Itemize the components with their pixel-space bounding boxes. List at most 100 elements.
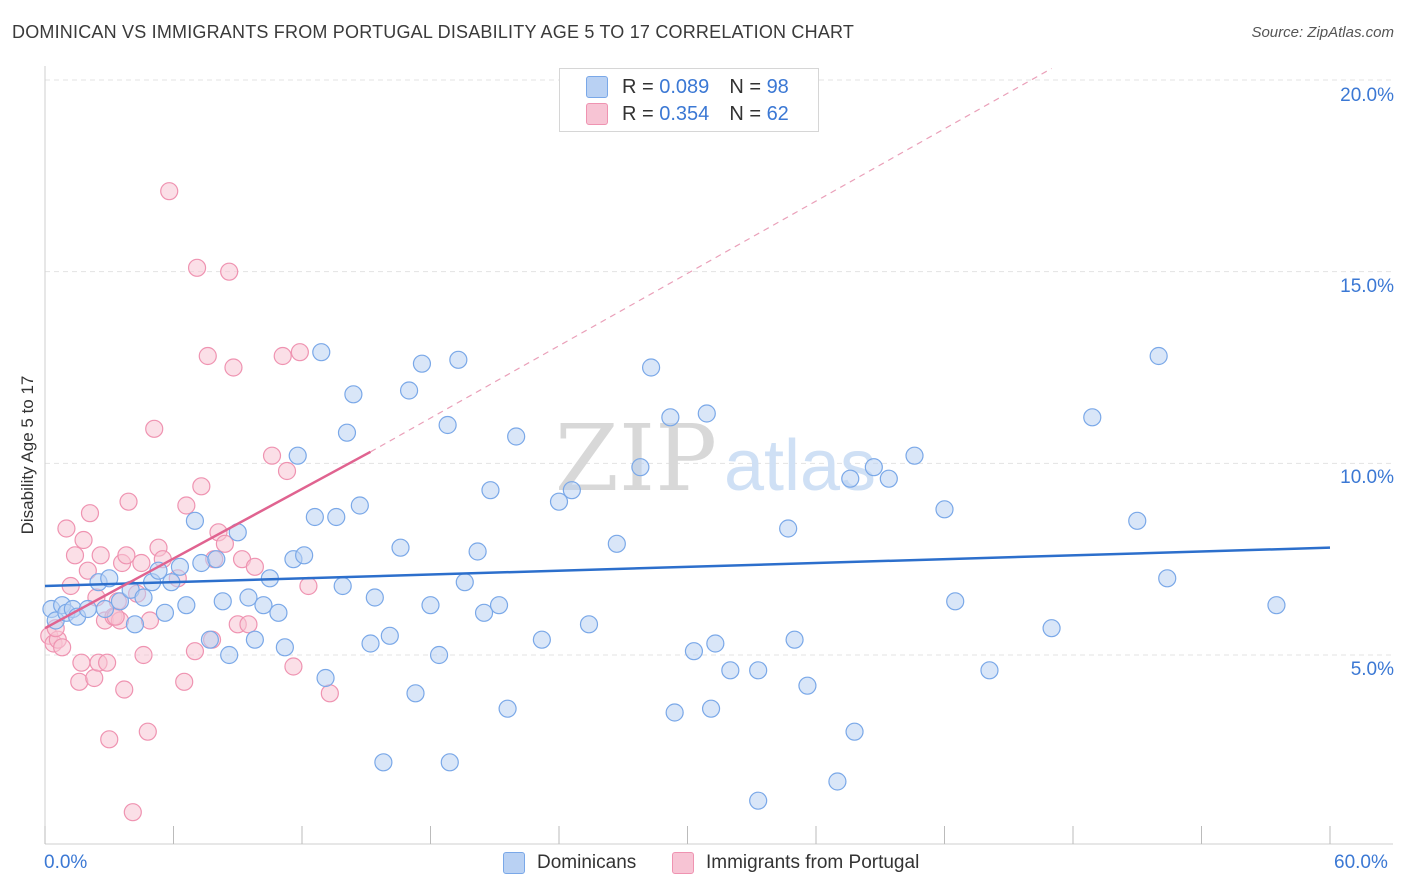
dominicans-point (828, 772, 847, 791)
dominicans-point (350, 496, 369, 515)
dominicans-point (374, 753, 393, 772)
portugal-point (245, 557, 264, 576)
dominicans-point (125, 615, 145, 634)
portugal-point (53, 638, 72, 657)
dominicans-point (779, 519, 798, 538)
watermark-atlas: atlas (724, 426, 876, 506)
r-value-dominicans: 0.089 (659, 75, 710, 98)
series-portugal-points (40, 182, 339, 822)
n-label: N = (729, 75, 761, 98)
portugal-point (145, 419, 164, 438)
portugal-point (220, 262, 239, 281)
dominicans-point (1042, 619, 1061, 638)
legend-series: Dominicans Immigrants from Portugal (0, 850, 1406, 878)
dominicans-point (337, 423, 357, 442)
dominicans-point (507, 427, 526, 446)
dominicans-point (498, 699, 517, 718)
portugal-point (78, 561, 97, 580)
x-tick-max: 60.0% (1334, 852, 1388, 873)
dominicans-point (220, 645, 239, 665)
dominicans-point (412, 354, 432, 373)
dominicans-point (134, 588, 153, 607)
trend-line-portugal (44, 450, 372, 630)
dominicans-point (316, 668, 335, 688)
portugal-point (91, 546, 110, 565)
dominicans-point (661, 408, 680, 427)
legend-row-portugal: R = 0.354 N = 62 (586, 101, 789, 127)
dominicans-point (185, 511, 205, 530)
dominicans-point (879, 469, 898, 488)
portugal-point (80, 504, 100, 523)
portugal-point (273, 346, 292, 366)
dominicans-point (177, 596, 196, 615)
dominicans-point (440, 753, 459, 772)
legend-item-portugal[interactable]: Immigrants from Portugal (672, 852, 919, 874)
dominicans-point (365, 588, 384, 607)
dominicans-point (312, 343, 331, 362)
legend-item-dominicans[interactable]: Dominicans (503, 852, 636, 874)
dominicans-point (481, 481, 500, 500)
dominicans-point (562, 481, 581, 500)
y-tick-20: 20.0% (1340, 85, 1394, 106)
dominicans-point (749, 661, 768, 680)
portugal-point (117, 546, 136, 565)
dominicans-point (100, 569, 119, 588)
portugal-point (98, 653, 117, 672)
portugal-point (192, 477, 211, 496)
dominicans-point (701, 699, 721, 718)
portugal-point (224, 358, 243, 377)
dominicans-point (438, 415, 457, 435)
source-label: Source: ZipAtlas.com (1251, 24, 1394, 41)
portugal-point (70, 672, 89, 691)
dominicans-point (1158, 569, 1177, 588)
dominicans-point (200, 630, 220, 649)
portugal-point (215, 534, 234, 553)
dominicans-point (406, 684, 425, 703)
legend-label-dominicans: Dominicans (537, 852, 637, 873)
dominicans-point (579, 615, 599, 634)
portugal-point (115, 680, 134, 699)
dominicans-point (239, 588, 258, 607)
trend-lines (44, 67, 1331, 630)
dominicans-point (641, 358, 661, 377)
portugal-point (262, 446, 282, 465)
dominicans-point (841, 469, 860, 488)
portugal-point (65, 546, 85, 565)
dominicans-point (864, 458, 883, 477)
portugal-point (134, 645, 153, 665)
series-dominicans-points (42, 343, 1286, 810)
portugal-point (177, 496, 196, 515)
portugal-point (119, 492, 138, 511)
dominicans-point (110, 592, 130, 611)
portugal-point (299, 576, 318, 596)
dominicans-point (489, 596, 509, 615)
legend-swatch-blue (503, 852, 525, 874)
dominicans-point (207, 550, 226, 569)
portugal-point (290, 343, 309, 362)
dominicans-point (455, 573, 474, 592)
dominicans-point (421, 596, 440, 615)
dominicans-point (344, 385, 363, 404)
dominicans-point (798, 676, 817, 695)
portugal-point (187, 258, 207, 277)
portugal-point (320, 684, 339, 703)
portugal-point (123, 803, 142, 822)
y-axis-label: Disability Age 5 to 17 (18, 375, 37, 535)
legend-swatch-pink (586, 103, 608, 125)
dominicans-point (946, 592, 965, 611)
dominicans-point (254, 596, 273, 615)
dominicans-point (95, 599, 115, 619)
portugal-point (198, 346, 217, 366)
portugal-point (160, 182, 179, 201)
dominicans-point (1083, 408, 1102, 427)
dominicans-point (192, 553, 211, 573)
dominicans-point (468, 542, 487, 561)
portugal-point (140, 611, 160, 630)
dominicans-point (327, 507, 346, 527)
legend-stats: R = 0.089 N = 98 R = 0.354 N = 62 (559, 68, 819, 132)
dominicans-point (295, 546, 314, 565)
r-label: R = (622, 102, 654, 125)
dominicans-point (1149, 346, 1168, 366)
dominicans-point (305, 507, 324, 527)
n-value-portugal: 62 (766, 102, 789, 125)
